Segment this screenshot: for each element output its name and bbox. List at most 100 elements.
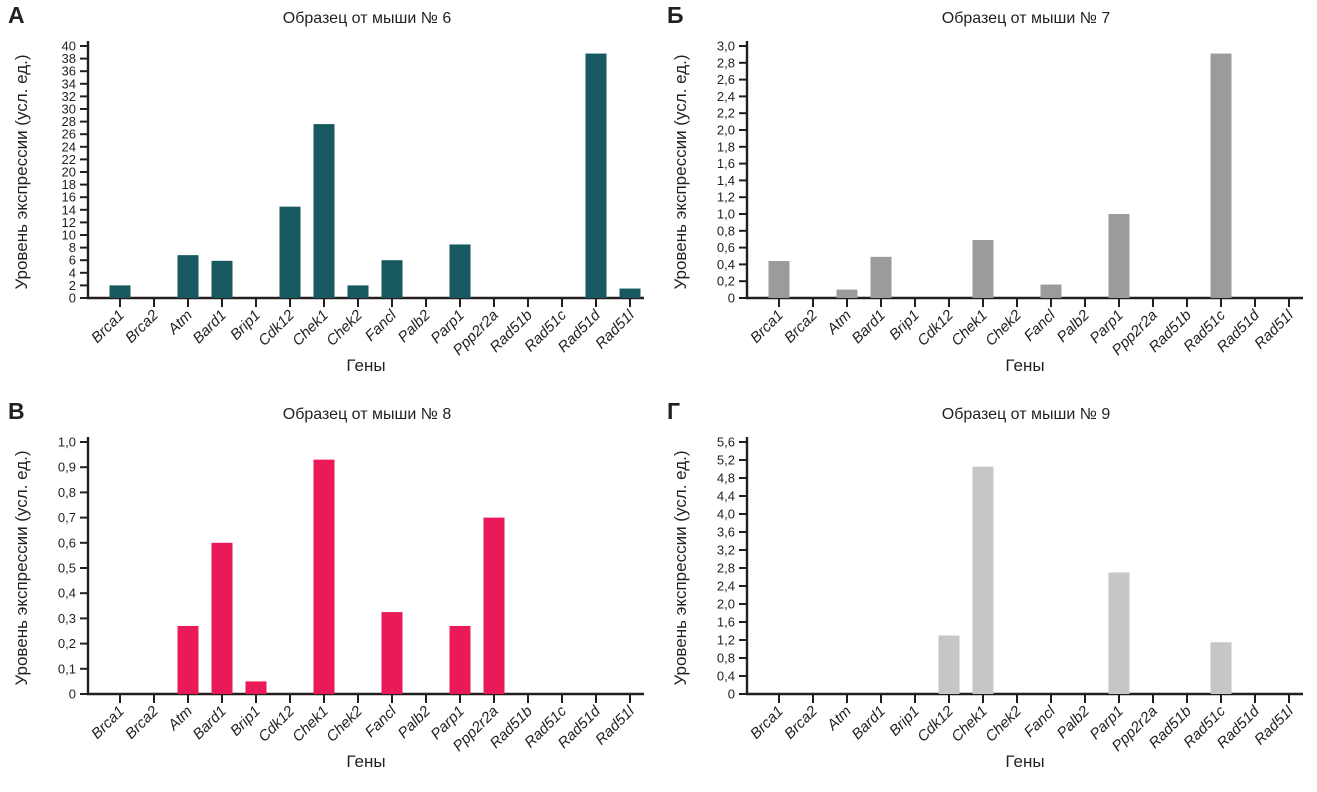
x-tick-label: Palb2	[395, 306, 435, 346]
x-tick-label: Chek1	[948, 703, 991, 746]
bar-brip1	[245, 681, 267, 694]
panel-letter-g: Г	[667, 398, 681, 424]
y-tick-label: 1,2	[717, 190, 735, 205]
y-tick-label: 1,2	[717, 633, 735, 648]
y-tick-label: 0,2	[58, 636, 76, 651]
y-tick-label: 1,8	[717, 139, 735, 154]
x-tick-label: Rad51l	[592, 702, 638, 748]
bar-parp1	[449, 625, 471, 694]
x-tick-label: Cdk12	[914, 306, 957, 349]
panel-title-b: Образец от мыши № 7	[941, 10, 1111, 27]
bar-parp1	[1108, 214, 1130, 298]
x-axis-title: Гены	[1005, 752, 1044, 771]
x-tick-label: Palb2	[1054, 702, 1094, 742]
y-tick-label: 0,4	[717, 257, 735, 272]
y-tick-label: 0,8	[717, 223, 735, 238]
y-tick-label: 24	[62, 139, 76, 154]
x-axis-title: Гены	[346, 752, 385, 771]
x-tick-label: Rad51l	[1251, 702, 1297, 748]
y-tick-label: 4,8	[717, 471, 735, 486]
y-tick-label: 0	[69, 687, 76, 702]
panel-b: Б Образец от мыши № 7 0 0,2 0,4 0,6 0,8 1,0 1,…	[659, 0, 1317, 396]
x-tick-label: Fancl	[1021, 306, 1059, 344]
bar-chart-mouse-6: 0246810121416182022242628303234363840Brc…	[12, 39, 644, 375]
y-tick-label: 26	[62, 127, 76, 142]
x-tick-label: Fancl	[362, 306, 400, 344]
x-tick-label: Bard1	[190, 307, 230, 347]
y-tick-label: 4,0	[717, 507, 735, 522]
panel-v: В Образец от мыши № 8 0 0,1 0,2 0,3 0,4 0,5 0,…	[0, 396, 658, 792]
x-axis-title: Гены	[346, 356, 385, 375]
y-tick-label: 34	[62, 76, 76, 91]
x-tick-label: Brca1	[88, 703, 128, 743]
y-tick-label: 4,4	[717, 489, 735, 504]
y-tick-label: 0,7	[58, 510, 76, 525]
y-tick-label: 2,2	[717, 106, 735, 121]
bar-atm	[177, 625, 199, 694]
bar-chek1	[972, 466, 994, 694]
y-tick-label: 2,6	[717, 72, 735, 87]
x-tick-label: Bard1	[190, 703, 230, 743]
y-tick-label: 0	[728, 291, 735, 306]
bar-rad51d	[585, 53, 607, 299]
x-tick-label: Chek2	[982, 306, 1025, 349]
y-tick-label: 3,2	[717, 543, 735, 558]
bar-fancl	[1040, 284, 1062, 298]
bar-brca1	[768, 261, 790, 298]
y-tick-label: 5,2	[717, 453, 735, 468]
y-tick-label: 1,0	[717, 207, 735, 222]
x-tick-label: Chek1	[948, 307, 991, 350]
bar-rad51l	[619, 288, 641, 298]
y-tick-label: 0,3	[58, 611, 76, 626]
y-tick-label: 30	[62, 102, 76, 117]
y-tick-label: 4	[69, 265, 76, 280]
panel-letter-a: А	[8, 2, 25, 28]
x-tick-label: Brca1	[747, 703, 787, 743]
y-tick-label: 0,8	[717, 651, 735, 666]
y-tick-label: 0,4	[58, 586, 76, 601]
panel-letter-b: Б	[667, 2, 684, 28]
bar-bard1	[870, 256, 892, 298]
bar-rad51c	[1210, 53, 1232, 299]
bar-chek1	[313, 124, 335, 299]
bar-chart-mouse-9: 0 0,4 0,8 1,2 1,6 2,0 2,4 2,8 3,2 3,6 4,0 4,4 4,8 5,2…	[671, 435, 1303, 771]
x-tick-label: Rad51l	[1251, 306, 1297, 352]
x-tick-label: Palb2	[1054, 306, 1094, 346]
bar-parp1	[449, 244, 471, 298]
bar-chek1	[972, 240, 994, 298]
bar-chart-mouse-8: 0 0,1 0,2 0,3 0,4 0,5 0,6 0,7 0,8 0,9 1,0 Brca1Brca…	[12, 435, 644, 771]
y-tick-label: 2,4	[717, 89, 735, 104]
x-tick-label: Chek2	[323, 702, 366, 745]
bar-fancl	[381, 612, 403, 694]
panel-a: А Образец от мыши № 6 0 2 4 6 8 10 12 14 16 18 20 2…	[0, 0, 658, 396]
y-tick-label: 12	[62, 215, 76, 230]
x-tick-label: Fancl	[362, 702, 400, 740]
y-tick-label: 20	[62, 165, 76, 180]
bar-chart-mouse-7: 0 0,2 0,4 0,6 0,81,0 1,2 1,4 1,6 1,82,0 2,2 2,4 2,6…	[671, 39, 1303, 375]
y-tick-label: 32	[62, 89, 76, 104]
y-tick-label: 1,6	[717, 615, 735, 630]
y-tick-label: 0,8	[58, 485, 76, 500]
panel-title-v: Образец от мыши № 8	[282, 406, 452, 423]
y-tick-label: 16	[62, 190, 76, 205]
x-tick-label: Cdk12	[914, 702, 957, 745]
y-tick-label: 0,4	[717, 669, 735, 684]
y-tick-label: 36	[62, 64, 76, 79]
y-tick-label: 2,8	[717, 55, 735, 70]
panel-g: Г Образец от мыши № 9 0 0,4 0,8 1,2 1,6 2,0 2,…	[659, 396, 1317, 792]
bar-chek1	[313, 459, 335, 694]
x-tick-label: Cdk12	[255, 306, 298, 349]
y-axis-title: Уровень экспрессии (усл. ед.)	[671, 54, 690, 289]
panel-title-a: Образец от мыши № 6	[282, 10, 452, 27]
x-axis-title: Гены	[1005, 356, 1044, 375]
x-tick-label: Chek2	[323, 306, 366, 349]
bar-parp1	[1108, 572, 1130, 694]
y-tick-label: 2,0	[717, 597, 735, 612]
x-tick-label: Chek1	[289, 307, 332, 350]
y-tick-label: 10	[62, 228, 76, 243]
y-tick-label: 5,6	[717, 435, 735, 450]
y-tick-label: 0,6	[58, 535, 76, 550]
y-tick-label: 22	[62, 152, 76, 167]
y-tick-label: 18	[62, 177, 76, 192]
